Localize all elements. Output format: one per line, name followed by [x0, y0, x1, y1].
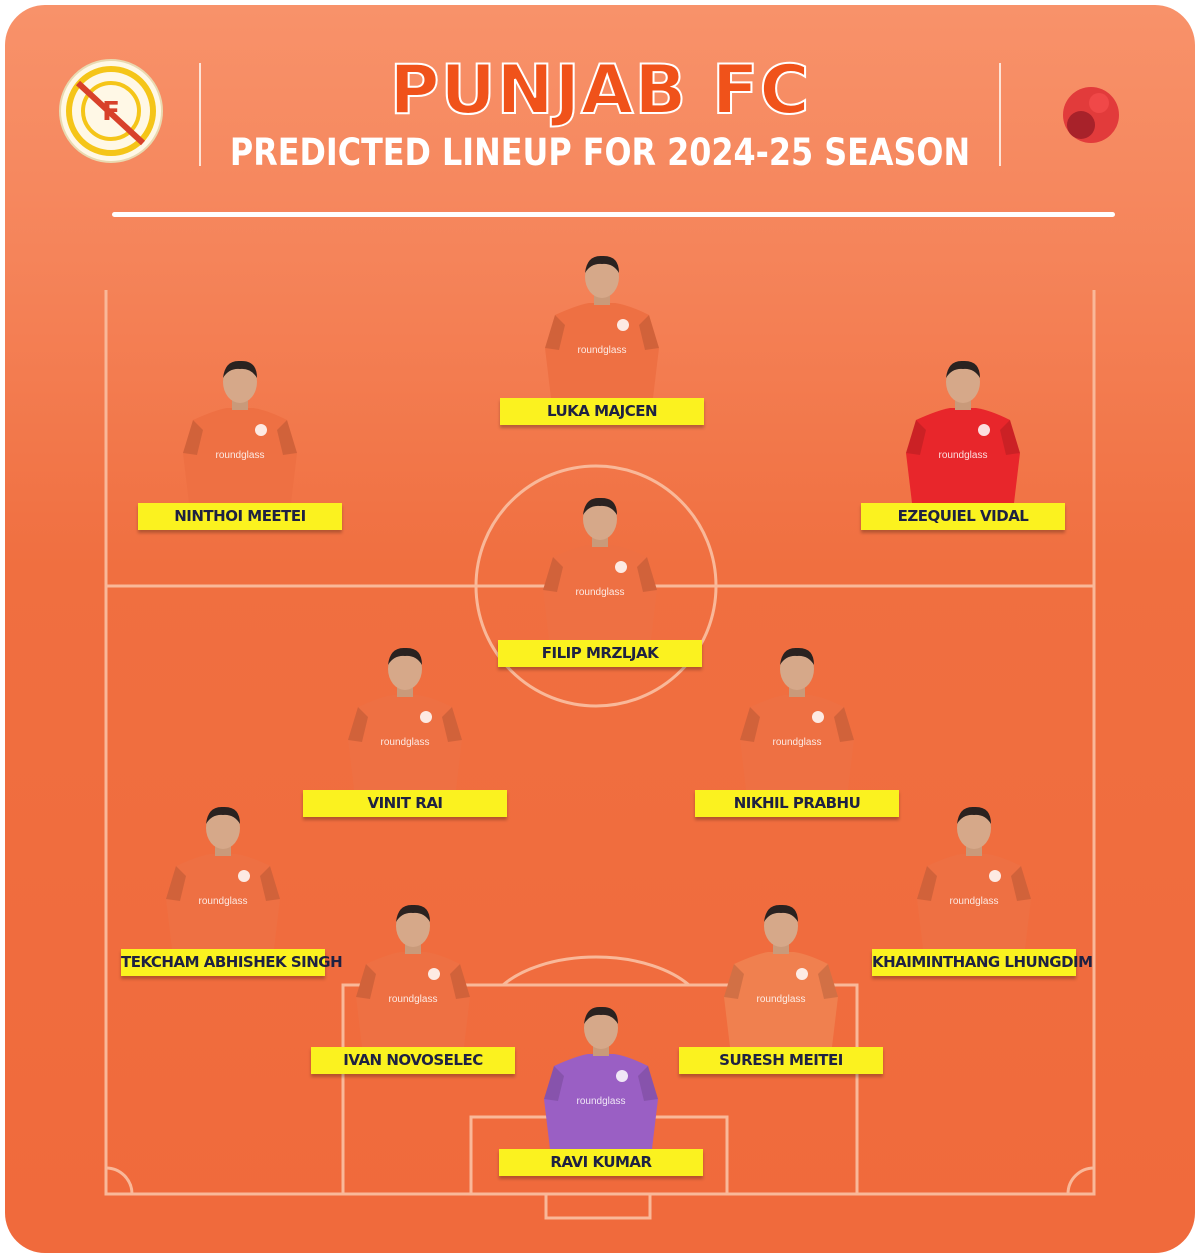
goal [544, 1192, 652, 1220]
sponsor-text: roundglass [773, 737, 822, 748]
player-photo: roundglass [917, 806, 1031, 949]
punjab-fc-logo: F [59, 59, 163, 163]
player-photo: roundglass [348, 647, 462, 790]
center-circle [474, 464, 718, 708]
player-name: KHAIMINTHANG LHUNGDIM [872, 949, 1093, 976]
penalty-arc [502, 955, 690, 987]
player-photo: roundglass [356, 904, 470, 1047]
page-title: PUNJAB FC [389, 50, 811, 131]
player-photo: roundglass [740, 647, 854, 790]
sponsor-text: roundglass [757, 994, 806, 1005]
player-card: roundglass TEKCHAM ABHISHEK SINGH [121, 804, 343, 976]
sponsor-text: roundglass [576, 587, 625, 598]
corner-arc [1066, 1166, 1095, 1195]
player-photo: roundglass [545, 255, 659, 398]
sponsor-text: roundglass [389, 994, 438, 1005]
player-name: IVAN NOVOSELEC [311, 1047, 515, 1074]
player-card: roundglass NIKHIL PRABHU [695, 645, 899, 817]
player-card: roundglass RAVI KUMAR [499, 1004, 703, 1176]
player-card: roundglass IVAN NOVOSELEC [311, 902, 515, 1074]
header: F PUNJAB FC PREDICTED LINEUP FOR 2024-25… [5, 5, 1195, 220]
player-photo: roundglass [166, 806, 280, 949]
player-photo: roundglass [544, 1006, 658, 1149]
player-name: NINTHOI MEETEI [138, 503, 342, 530]
sponsor-text: roundglass [216, 450, 265, 461]
player-name: NIKHIL PRABHU [695, 790, 899, 817]
sponsor-text: roundglass [381, 737, 430, 748]
player-photo: roundglass [543, 497, 657, 640]
sponsor-text: roundglass [950, 896, 999, 907]
divider [999, 63, 1001, 166]
player-name: FILIP MRZLJAK [498, 640, 702, 667]
player-photo: roundglass [183, 360, 297, 503]
player-card: roundglass VINIT RAI [303, 645, 507, 817]
player-card: roundglass LUKA MAJCEN [500, 253, 704, 425]
page-subtitle: PREDICTED LINEUP FOR 2024-25 SEASON [229, 131, 971, 174]
player-card: roundglass EZEQUIEL VIDAL [861, 358, 1065, 530]
player-card: roundglass FILIP MRZLJAK [498, 495, 702, 667]
player-card: roundglass SURESH MEITEI [679, 902, 883, 1074]
corner-arc [105, 1166, 134, 1195]
player-photo: roundglass [906, 360, 1020, 503]
lineup-card: F PUNJAB FC PREDICTED LINEUP FOR 2024-25… [5, 5, 1195, 1253]
svg-text:F: F [102, 97, 120, 127]
sponsor-text: roundglass [577, 1096, 626, 1107]
player-photo: roundglass [724, 904, 838, 1047]
sponsor-text: roundglass [199, 896, 248, 907]
sponsor-text: roundglass [939, 450, 988, 461]
divider [199, 63, 201, 166]
player-card: roundglass NINTHOI MEETEI [138, 358, 342, 530]
player-name: TEKCHAM ABHISHEK SINGH [121, 949, 343, 976]
player-name: SURESH MEITEI [679, 1047, 883, 1074]
player-name: EZEQUIEL VIDAL [861, 503, 1065, 530]
header-divider-line [112, 212, 1115, 217]
isl-logo [1063, 87, 1119, 143]
player-name: RAVI KUMAR [499, 1149, 703, 1176]
player-name: LUKA MAJCEN [500, 398, 704, 425]
player-name: VINIT RAI [303, 790, 507, 817]
sponsor-text: roundglass [578, 345, 627, 356]
player-card: roundglass KHAIMINTHANG LHUNGDIM [872, 804, 1093, 976]
